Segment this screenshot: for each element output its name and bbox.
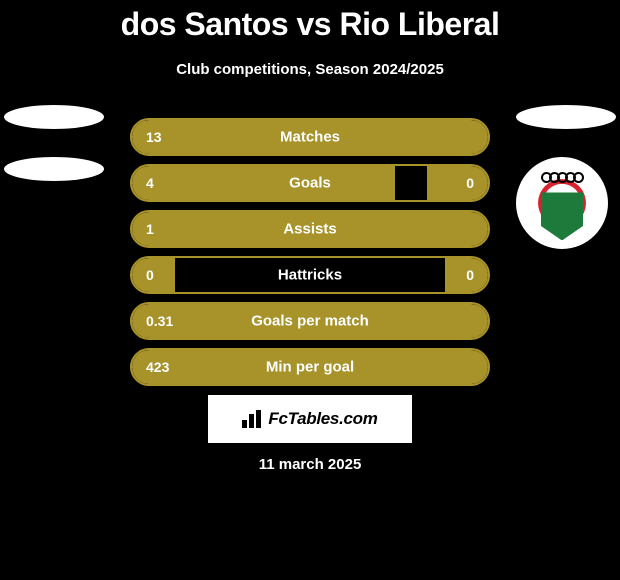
brand-attribution: FcTables.com — [208, 395, 412, 443]
stat-label: Hattricks — [132, 267, 488, 284]
placeholder-ellipse-icon — [4, 157, 104, 181]
season-subtitle: Club competitions, Season 2024/2025 — [0, 61, 620, 78]
stat-row: 00Hattricks — [130, 256, 490, 294]
stat-row: 1Assists — [130, 210, 490, 248]
stat-label: Min per goal — [132, 359, 488, 376]
stat-label: Goals per match — [132, 313, 488, 330]
stat-row: 423Min per goal — [130, 348, 490, 386]
stat-row: 40Goals — [130, 164, 490, 202]
stat-row: 13Matches — [130, 118, 490, 156]
right-player-badge — [516, 105, 616, 249]
bar-chart-icon — [242, 410, 262, 428]
placeholder-ellipse-icon — [4, 105, 104, 129]
brand-text: FcTables.com — [268, 409, 377, 429]
stat-label: Matches — [132, 129, 488, 146]
left-player-badge — [4, 105, 104, 209]
stat-label: Assists — [132, 221, 488, 238]
stat-label: Goals — [132, 175, 488, 192]
page-title: dos Santos vs Rio Liberal — [0, 0, 620, 43]
stat-row: 0.31Goals per match — [130, 302, 490, 340]
club-crest-icon — [516, 157, 608, 249]
placeholder-ellipse-icon — [516, 105, 616, 129]
stats-container: 13Matches 40Goals 1Assists 00Hattricks 0.31G… — [130, 118, 490, 394]
date-label: 11 march 2025 — [0, 456, 620, 473]
